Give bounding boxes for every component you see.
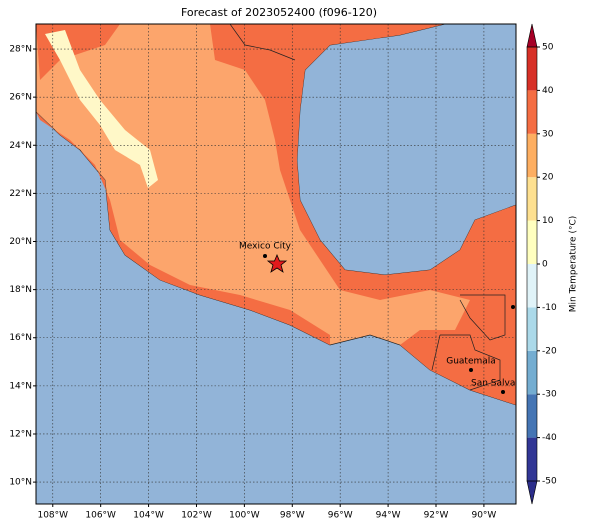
colorbar-band [527, 437, 537, 481]
colorbar-band [527, 177, 537, 221]
city-dot [469, 368, 473, 372]
colorbar-tick-label: -50 [542, 476, 557, 486]
graticule [36, 24, 516, 504]
map-frame [35, 23, 517, 505]
place-label: Guatemala [446, 357, 496, 367]
title: Forecast of 2023052400 (f096-120) [181, 6, 377, 19]
colorbar-band [527, 220, 537, 264]
y-tick-label: 22°N [9, 189, 32, 199]
colorbar-tick-label: 20 [542, 173, 554, 183]
colorbar-tick-label: 50 [542, 43, 554, 53]
x-tick-label: 104°W [133, 511, 164, 521]
colorbar-tick-label: -10 [542, 303, 557, 313]
map-area: Mexico City Guatemala San Salvad [36, 24, 521, 504]
colorbar: -50 -40 -30 -20 -10 0 10 20 30 40 50 [526, 23, 557, 505]
y-tick-label: 14°N [9, 381, 32, 391]
colorbar-band [527, 394, 537, 438]
y-tick-label: 10°N [9, 478, 32, 488]
city-dot [501, 390, 505, 394]
x-tick-label: 98°W [280, 511, 305, 521]
y-tick-label: 26°N [9, 93, 32, 103]
city-dot [511, 305, 515, 309]
colorbar-band [527, 264, 537, 308]
cool-zone [45, 30, 158, 188]
x-tick-label: 108°W [37, 511, 68, 521]
place-label: San Salvad [471, 379, 521, 389]
colorbar-tick-label: -20 [542, 346, 557, 356]
place-markers [263, 253, 515, 394]
x-tick-label: 92°W [424, 511, 449, 521]
colorbar-band [527, 47, 537, 91]
x-tick-label: 94°W [376, 511, 401, 521]
colorbar-band [527, 350, 537, 395]
y-tick-label: 18°N [9, 285, 32, 295]
colorbar-over [526, 23, 538, 48]
city-dot [263, 254, 267, 258]
x-tick-label: 102°W [181, 511, 212, 521]
x-tick-label: 100°W [229, 511, 260, 521]
borders [229, 24, 506, 391]
colorbar-tick-label: 30 [542, 129, 554, 139]
colorbar-tick-label: 10 [542, 216, 554, 226]
colorbar-band [527, 90, 537, 134]
colorbar-tick-label: 40 [542, 86, 554, 96]
colorbar-band [527, 133, 537, 178]
colorbar-label: Min Temperature (°C) [569, 216, 579, 313]
y-tick-label: 28°N [9, 45, 32, 55]
colorbar-band [527, 307, 537, 351]
x-tick-label: 90°W [471, 511, 496, 521]
y-tick-label: 20°N [9, 237, 32, 247]
colorbar-tick-label: 0 [542, 260, 548, 270]
y-tick-label: 12°N [9, 429, 32, 439]
x-tick-label: 96°W [328, 511, 353, 521]
y-tick-label: 16°N [9, 333, 32, 343]
colorbar-under [526, 480, 538, 505]
colorbar-tick-label: -40 [542, 433, 557, 443]
place-label: Mexico City [239, 242, 292, 252]
colorbar-tick-label: -30 [542, 390, 557, 400]
x-tick-label: 106°W [85, 511, 116, 521]
y-tick-label: 24°N [9, 141, 32, 151]
star-marker [266, 253, 288, 273]
